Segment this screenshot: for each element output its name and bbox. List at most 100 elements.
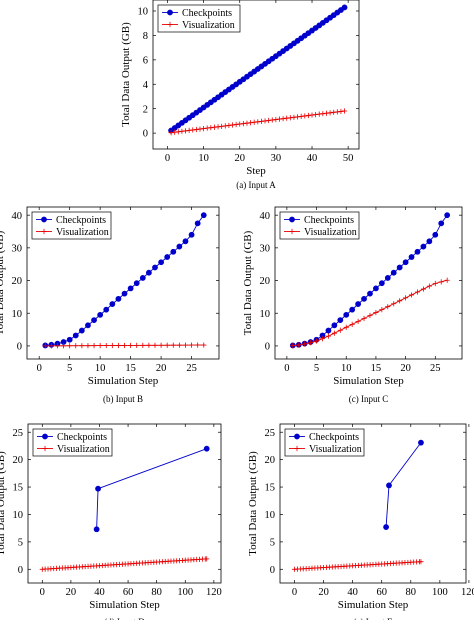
x-tick-label: 10	[198, 153, 209, 164]
series-visualization	[42, 342, 207, 349]
data-point	[327, 110, 333, 116]
x-tick-label: 0	[165, 153, 170, 164]
data-point	[402, 259, 409, 266]
data-point	[349, 321, 355, 327]
data-point	[164, 254, 171, 260]
x-tick-label: 5	[67, 363, 72, 374]
x-tick-label: 50	[343, 153, 354, 164]
chart-panel-a: 0 10 20 30 40 50 0 2 4 6 8 10 Step Total Data Output …	[120, 0, 360, 190]
data-point	[115, 342, 122, 349]
data-point	[325, 333, 332, 339]
data-point	[444, 277, 450, 283]
data-point	[258, 118, 265, 124]
y-tick-label: 25	[13, 428, 24, 439]
legend-swatch-marker	[294, 445, 300, 452]
data-point	[308, 340, 314, 346]
data-point	[337, 327, 343, 333]
legend-label: Checkpoints	[57, 432, 107, 443]
figure-caption: (b) Input B	[103, 394, 143, 404]
legend-label: Checkpoints	[56, 215, 106, 226]
x-tick-label: 15	[125, 363, 136, 374]
figure-caption: (a) Input A	[236, 180, 276, 190]
data-point	[244, 120, 250, 126]
data-point	[331, 330, 337, 336]
data-point	[226, 122, 232, 129]
data-point	[373, 309, 379, 316]
data-point	[188, 231, 195, 238]
data-point	[200, 126, 207, 132]
data-point	[343, 311, 350, 318]
data-point	[193, 126, 199, 133]
data-point	[391, 301, 397, 307]
data-point	[121, 290, 128, 297]
y-axis-label: Total Data Output (GB)	[247, 451, 259, 556]
data-point	[233, 121, 239, 128]
data-point	[134, 342, 140, 349]
y-tick-label: 6	[143, 55, 148, 66]
data-point	[444, 212, 451, 219]
data-point	[121, 342, 128, 349]
data-point	[158, 259, 164, 266]
data-point	[182, 128, 189, 134]
data-point	[175, 129, 181, 135]
plot-frame	[279, 423, 467, 584]
data-point	[229, 122, 236, 128]
x-tick-label: 0	[292, 587, 297, 598]
legend-swatch-marker	[289, 228, 295, 235]
legend-box	[279, 211, 360, 240]
data-point	[91, 343, 97, 349]
x-axis-label: Simulation Step	[89, 599, 160, 611]
legend-box	[32, 428, 113, 457]
data-point	[222, 123, 228, 129]
data-point	[420, 243, 427, 250]
x-tick-label: 0	[40, 587, 45, 598]
data-point	[414, 289, 421, 295]
legend-label: Visualization	[57, 444, 110, 455]
data-point	[331, 322, 338, 329]
data-point	[420, 286, 427, 292]
data-point	[280, 116, 286, 122]
data-point	[139, 275, 146, 281]
data-point	[146, 342, 152, 348]
data-point	[287, 115, 293, 121]
x-tick-label: 20	[318, 587, 329, 598]
y-tick-label: 20	[265, 455, 276, 466]
series-checkpoints	[383, 439, 424, 530]
figure-caption: (c) Input C	[349, 394, 389, 404]
data-point	[334, 109, 340, 115]
x-tick-label: 40	[347, 587, 358, 598]
data-point	[172, 129, 178, 135]
legend-box	[31, 211, 112, 240]
series-visualization	[168, 108, 348, 136]
y-tick-label: 0	[18, 565, 23, 576]
data-point	[320, 111, 326, 117]
data-point	[341, 4, 348, 11]
data-point	[237, 121, 243, 127]
legend-label: Visualization	[309, 444, 362, 455]
data-point	[341, 108, 348, 114]
x-axis-label: Simulation Step	[338, 599, 409, 611]
series-line	[292, 279, 448, 347]
y-tick-label: 8	[143, 31, 148, 42]
y-tick-label: 10	[138, 7, 149, 18]
data-point	[67, 343, 73, 349]
data-point	[338, 108, 344, 115]
data-point	[408, 292, 415, 298]
data-point	[200, 212, 207, 219]
data-point	[313, 111, 319, 118]
data-point	[367, 290, 373, 297]
legend-swatch-marker	[167, 21, 173, 28]
legend-swatch-marker	[41, 228, 47, 235]
data-point	[337, 317, 344, 324]
data-point	[355, 301, 362, 307]
data-point	[115, 295, 122, 302]
legend-label: Visualization	[182, 20, 235, 31]
data-point	[186, 127, 192, 134]
x-tick-label: 25	[430, 363, 441, 374]
y-tick-label: 15	[13, 483, 24, 494]
plot-frame	[26, 206, 220, 360]
data-point	[42, 343, 48, 349]
legend-label: Visualization	[56, 227, 109, 238]
